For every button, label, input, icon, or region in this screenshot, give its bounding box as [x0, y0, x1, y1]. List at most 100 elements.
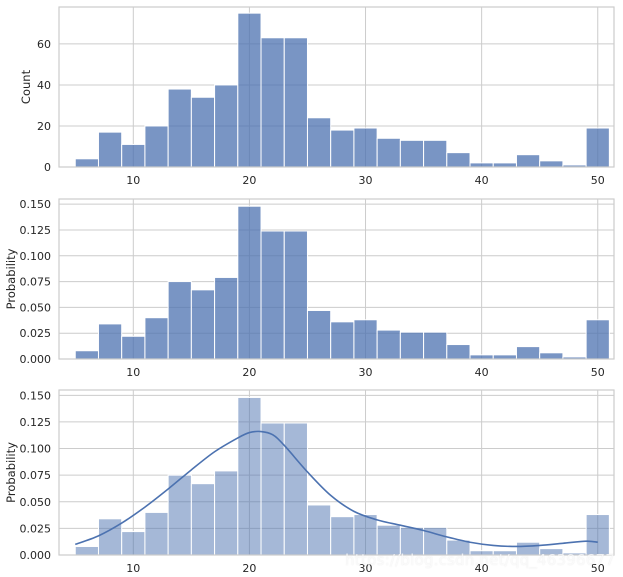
histogram-bar	[353, 127, 378, 168]
histogram-bar	[515, 346, 541, 360]
histogram-bar	[306, 309, 332, 360]
histogram-bar	[585, 127, 610, 168]
y-tick-label: 0.000	[20, 353, 52, 366]
histogram-bar	[237, 12, 262, 168]
histogram-bar	[306, 117, 332, 168]
histogram-bar	[237, 396, 262, 556]
histogram-bar	[260, 230, 285, 360]
x-tick-label: 10	[126, 366, 140, 379]
histogram-bar	[190, 483, 216, 556]
histogram-bar	[539, 352, 564, 360]
y-tick-label: 0.150	[20, 389, 52, 402]
x-tick-label: 30	[359, 366, 373, 379]
y-tick-label: 20	[37, 120, 51, 133]
histogram-bar	[283, 422, 308, 556]
histogram-bar	[330, 129, 355, 168]
y-tick-label: 0	[44, 161, 51, 174]
histogram-bar	[97, 131, 123, 168]
histogram-bar	[74, 350, 99, 360]
histogram-bar	[492, 162, 517, 168]
histogram-bar	[121, 143, 146, 168]
histogram-bar	[214, 276, 239, 360]
y-tick-label: 0.075	[20, 469, 52, 482]
y-tick-label: 0.075	[20, 276, 52, 289]
histogram-bar	[423, 139, 448, 168]
x-tick-label: 40	[475, 174, 489, 187]
x-tick-label: 30	[359, 562, 373, 575]
histogram-bar	[469, 162, 494, 168]
y-tick-label: 0.000	[20, 549, 52, 562]
x-tick-label: 40	[475, 366, 489, 379]
x-tick-label: 10	[126, 174, 140, 187]
y-tick-label: 0.025	[20, 327, 52, 340]
histogram-bar	[167, 281, 192, 360]
x-tick-label: 20	[242, 174, 256, 187]
histogram-bar	[330, 321, 355, 360]
y-axis-label: Probability	[4, 442, 18, 503]
histogram-bar	[446, 344, 471, 360]
histogram-bar	[167, 88, 192, 168]
histogram-bar	[353, 514, 378, 556]
histogram-bar	[446, 152, 471, 168]
y-axis-label: Probability	[4, 248, 18, 309]
y-tick-label: 0.025	[20, 522, 52, 535]
histogram-bar	[121, 531, 146, 556]
histogram-bar	[214, 470, 239, 556]
histogram-bar	[469, 354, 494, 360]
histogram-bar	[492, 354, 517, 360]
histogram-bar	[74, 158, 99, 168]
histogram-bar	[376, 329, 401, 360]
histogram-bar	[144, 125, 169, 168]
histogram-bar	[585, 319, 610, 360]
y-tick-label: 0.150	[20, 198, 52, 211]
chart-panel-2: 10 20 30 40 50 0.000 0.025 0.050 0.075 0.100 0.125…	[4, 198, 615, 379]
x-tick-label: 10	[126, 562, 140, 575]
kde-line	[74, 430, 598, 548]
x-tick-label: 50	[591, 174, 605, 187]
y-tick-label: 60	[37, 38, 51, 51]
x-tick-label: 40	[475, 562, 489, 575]
histogram-bar	[97, 323, 123, 360]
axes-frame	[58, 6, 615, 168]
histogram-bar	[399, 139, 425, 168]
axes-frame	[58, 389, 615, 556]
watermark-text: https://blog.csdn.net/qq_46396677	[345, 551, 615, 569]
y-tick-label: 40	[37, 79, 51, 92]
histogram-bar	[376, 137, 401, 168]
histogram-bar	[190, 96, 216, 168]
histogram-bar	[423, 331, 448, 360]
histogram-bar	[585, 514, 610, 556]
y-tick-label: 0.100	[20, 250, 52, 263]
histogram-bar	[515, 154, 541, 168]
histogram-bar	[283, 230, 308, 360]
chart-panel-1: 10 20 30 40 50 0 20 40 60 Count	[19, 6, 615, 187]
histogram-bar	[330, 516, 355, 556]
histogram-bar	[97, 518, 123, 556]
x-tick-label: 50	[591, 366, 605, 379]
histogram-bar	[353, 319, 378, 360]
y-tick-label: 0.050	[20, 301, 52, 314]
histogram-bar	[121, 335, 146, 360]
y-tick-label: 0.125	[20, 416, 52, 429]
y-tick-label: 0.125	[20, 224, 52, 237]
histogram-bar	[214, 84, 239, 168]
histogram-bar	[144, 511, 169, 556]
histogram-bar	[399, 331, 425, 360]
histogram-bar	[260, 37, 285, 168]
y-tick-label: 0.050	[20, 496, 52, 509]
histogram-bar	[283, 37, 308, 168]
histogram-bar	[74, 545, 99, 556]
x-tick-label: 20	[242, 562, 256, 575]
histogram-bar	[144, 317, 169, 360]
y-axis-label: Count	[19, 69, 33, 104]
y-tick-label: 0.100	[20, 443, 52, 456]
x-tick-label: 50	[591, 562, 605, 575]
chart-panel-3: 10 20 30 40 50 0.000 0.025 0.050 0.075 0.100 0.125…	[4, 389, 615, 575]
histogram-bar	[237, 205, 262, 360]
histogram-bar	[306, 504, 332, 556]
histogram-bar	[539, 160, 564, 168]
x-tick-label: 20	[242, 366, 256, 379]
axes-frame	[58, 198, 615, 360]
x-tick-label: 30	[359, 174, 373, 187]
